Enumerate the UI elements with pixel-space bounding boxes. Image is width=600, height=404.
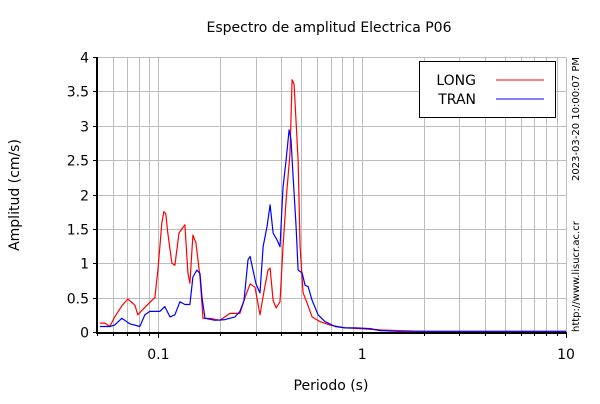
y-tick-label: 0.5 [67, 292, 89, 308]
url-text: http://www.lisucr.ac.cr [571, 220, 582, 332]
y-tick-label: 2.5 [67, 154, 89, 170]
legend-label-long: LONG [436, 73, 476, 89]
series-group [99, 79, 566, 332]
chart-title: Espectro de amplitud Electrica P06 [207, 20, 452, 36]
y-tick-label: 1 [80, 257, 89, 273]
y-axis-label: Amplitud (cm/s) [7, 139, 23, 251]
series-line-tran [99, 129, 566, 332]
tick-labels: 0 0.5 1 1.5 2 2.5 3 3.5 4 0.1 1 10 [67, 51, 575, 364]
axes [93, 57, 567, 338]
x-tick-label: 0.1 [147, 347, 169, 363]
legend-label-tran: TRAN [437, 92, 476, 108]
y-tick-label: 2 [80, 189, 89, 205]
legend: LONG TRAN [419, 61, 556, 118]
y-tick-label: 3 [80, 120, 89, 136]
x-tick-label: 1 [358, 347, 367, 363]
y-tick-label: 4 [80, 51, 89, 67]
series-line-long [99, 79, 566, 332]
x-axis-label: Periodo (s) [294, 378, 369, 394]
y-tick-label: 3.5 [67, 85, 89, 101]
timestamp-text: 2023-03-20 10:00:07 PM [571, 57, 582, 181]
legend-box [419, 61, 556, 118]
y-tick-label: 0 [80, 326, 89, 342]
x-tick-label: 10 [557, 347, 575, 363]
y-tick-label: 1.5 [67, 223, 89, 239]
grid [97, 57, 567, 332]
